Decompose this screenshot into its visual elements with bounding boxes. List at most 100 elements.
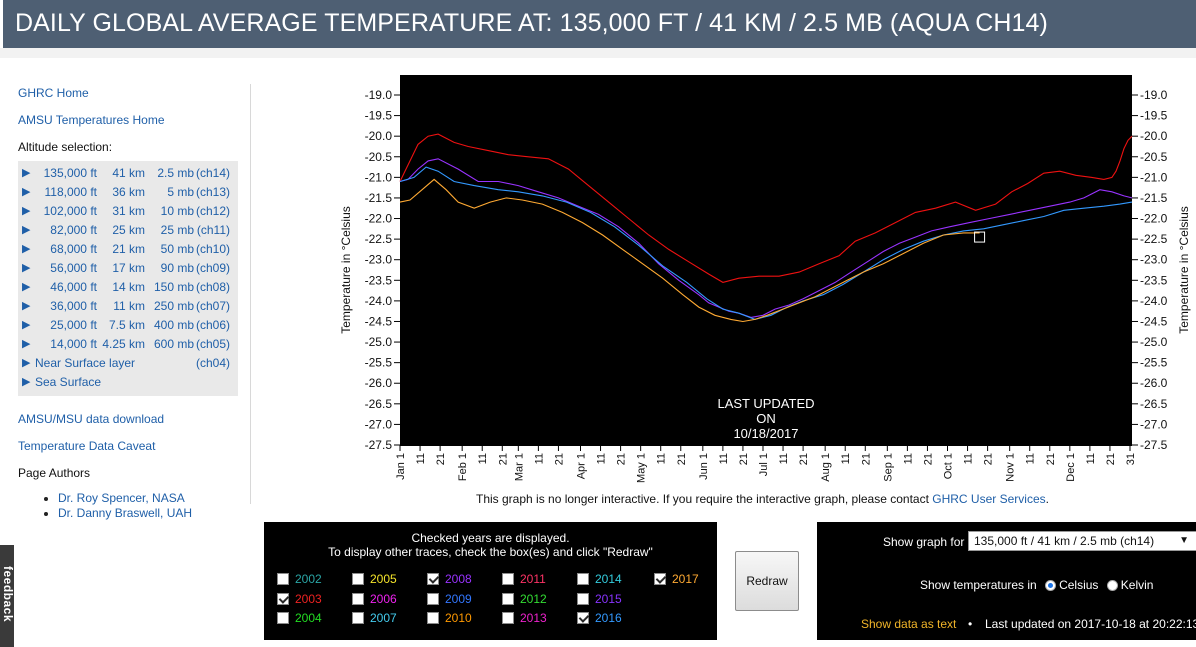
altitude-item-near-surface[interactable]: ▶ Near Surface layer (ch04): [18, 354, 238, 373]
play-icon: ▶: [22, 205, 31, 217]
year-label: 2010: [445, 611, 472, 625]
play-icon: ▶: [22, 186, 31, 198]
year-checkbox[interactable]: [427, 573, 439, 585]
celsius-radio[interactable]: [1045, 580, 1057, 591]
y-axis-label-left: Temperature in °Celsius: [339, 206, 353, 334]
ghrc-user-services-link[interactable]: GHRC User Services: [932, 492, 1046, 506]
y-tick-label-right: -24.0: [1140, 294, 1168, 308]
altitude-channel: (ch14): [195, 166, 230, 180]
kelvin-radio[interactable]: [1106, 580, 1118, 591]
series-line-2008: [399, 158, 1133, 318]
x-tick-label: Jul 1: [758, 453, 770, 476]
altitude-channel: (ch11): [196, 223, 230, 237]
x-tick-label: 11: [778, 453, 790, 464]
y-tick-label-left: -27.0: [365, 417, 393, 431]
year-checkbox[interactable]: [502, 593, 514, 605]
year-checkbox[interactable]: [577, 612, 589, 624]
altitude-select[interactable]: 135,000 ft / 41 km / 2.5 mb (ch14) ▼: [968, 531, 1196, 551]
x-tick-label: 31: [1125, 453, 1137, 465]
altitude-channel: (ch05): [195, 337, 230, 351]
data-download-link[interactable]: AMSU/MSU data download: [18, 412, 165, 426]
series-line-2016: [399, 166, 1133, 320]
author-item: Dr. Danny Braswell, UAH: [58, 506, 240, 521]
y-tick-label-right: -23.5: [1140, 273, 1168, 287]
year-checkbox[interactable]: [577, 573, 589, 585]
y-tick-label-left: -22.5: [365, 232, 393, 246]
graph-notice: This graph is no longer interactive. If …: [476, 492, 1049, 506]
altitude-km: 36 km: [112, 185, 145, 199]
redraw-button[interactable]: Redraw: [735, 551, 799, 611]
altitude-item[interactable]: ▶ 46,000 ft 14 km 150 mb (ch08): [18, 278, 238, 297]
data-caveat-link[interactable]: Temperature Data Caveat: [18, 439, 156, 453]
altitude-item[interactable]: ▶ 14,000 ft 4.25 km 600 mb (ch05): [18, 335, 238, 354]
year-checkbox[interactable]: [577, 593, 589, 605]
year-checkbox[interactable]: [427, 612, 439, 624]
temperature-chart: -19.0 -19.0 -19.5 -19.5 -20.0 -20.0 -20.5 -20.5…: [339, 75, 1191, 483]
year-label: 2006: [370, 592, 397, 606]
altitude-item[interactable]: ▶ 56,000 ft 17 km 90 mb (ch09): [18, 259, 238, 278]
play-icon: ▶: [22, 262, 31, 274]
page-authors-label: Page Authors: [18, 466, 91, 480]
units-label: Show temperatures in: [920, 578, 1037, 592]
year-checkbox[interactable]: [352, 612, 364, 624]
feedback-tab[interactable]: feedback: [0, 545, 15, 647]
current-day-marker: [974, 231, 986, 243]
y-tick-label-left: -21.5: [365, 191, 393, 205]
year-label: 2004: [295, 611, 322, 625]
y-tick-label-left: -19.0: [365, 88, 393, 102]
altitude-item[interactable]: ▶ 102,000 ft 31 km 10 mb (ch12): [18, 202, 238, 221]
altitude-select-value: 135,000 ft / 41 km / 2.5 mb (ch14): [974, 534, 1155, 548]
x-tick-label: 11: [477, 453, 489, 464]
x-tick-label: 21: [676, 453, 688, 465]
play-icon: ▶: [22, 338, 31, 350]
altitude-km: 14 km: [112, 280, 145, 294]
play-icon: ▶: [22, 281, 31, 293]
x-tick-label: Nov 1: [1005, 453, 1017, 482]
altitude-item[interactable]: ▶ 82,000 ft 25 km 25 mb (ch11): [18, 221, 238, 240]
altitude-item[interactable]: ▶ 36,000 ft 11 km 250 mb (ch07): [18, 297, 238, 316]
amsu-temperatures-home-link[interactable]: AMSU Temperatures Home: [18, 113, 165, 127]
years-instructions-line1: Checked years are displayed.: [411, 531, 570, 545]
y-tick-label-left: -19.5: [365, 109, 393, 123]
altitude-item[interactable]: ▶ 118,000 ft 36 km 5 mb (ch13): [18, 183, 238, 202]
x-tick-label: Feb 1: [457, 453, 469, 481]
author-link-braswell[interactable]: Dr. Danny Braswell, UAH: [58, 506, 193, 520]
year-checkbox[interactable]: [654, 573, 666, 585]
author-link-spencer[interactable]: Dr. Roy Spencer, NASA: [58, 491, 185, 505]
altitude-item[interactable]: ▶ 25,000 ft 7.5 km 400 mb (ch06): [18, 316, 238, 335]
year-option-2011: 2011: [502, 571, 546, 587]
year-option-2017: 2017: [654, 571, 699, 587]
y-tick-label-left: -20.0: [365, 129, 393, 143]
altitude-km: 25 km: [112, 223, 145, 237]
altitude-item[interactable]: ▶ 68,000 ft 21 km 50 mb (ch10): [18, 240, 238, 259]
show-data-as-text-link[interactable]: Show data as text: [861, 617, 957, 631]
y-tick-label-right: -22.5: [1140, 232, 1168, 246]
altitude-mb: 2.5 mb: [157, 166, 194, 180]
year-option-2008: 2008: [427, 571, 472, 587]
year-option-2012: 2012: [502, 591, 547, 607]
altitude-ft: 36,000 ft: [50, 299, 97, 313]
altitude-channel: (ch13): [195, 185, 230, 199]
x-tick-label: 11: [718, 453, 730, 464]
altitude-item[interactable]: ▶ 135,000 ft 41 km 2.5 mb (ch14): [18, 164, 238, 183]
y-tick-label-right: -21.5: [1140, 191, 1168, 205]
ghrc-home-link[interactable]: GHRC Home: [18, 86, 89, 100]
year-option-2004: 2004: [277, 610, 322, 626]
year-checkbox[interactable]: [427, 593, 439, 605]
year-checkbox[interactable]: [502, 573, 514, 585]
altitude-item-sea-surface[interactable]: ▶ Sea Surface: [18, 373, 238, 392]
year-label: 2003: [295, 592, 322, 606]
last-updated-annotation: LAST UPDATED: [717, 396, 814, 411]
year-checkbox[interactable]: [502, 612, 514, 624]
year-checkbox[interactable]: [277, 593, 289, 605]
year-checkbox[interactable]: [277, 612, 289, 624]
y-tick-label-left: -25.0: [365, 335, 393, 349]
altitude-mb: 600 mb: [153, 337, 194, 351]
year-checkbox[interactable]: [277, 573, 289, 585]
year-option-2015: 2015: [577, 591, 622, 607]
play-icon: ▶: [22, 224, 31, 236]
year-checkbox[interactable]: [352, 573, 364, 585]
year-checkbox[interactable]: [352, 593, 364, 605]
x-tick-label: 11: [533, 453, 545, 464]
last-updated-text: Last updated on 2017-10-18 at 20:22:13: [985, 617, 1196, 631]
